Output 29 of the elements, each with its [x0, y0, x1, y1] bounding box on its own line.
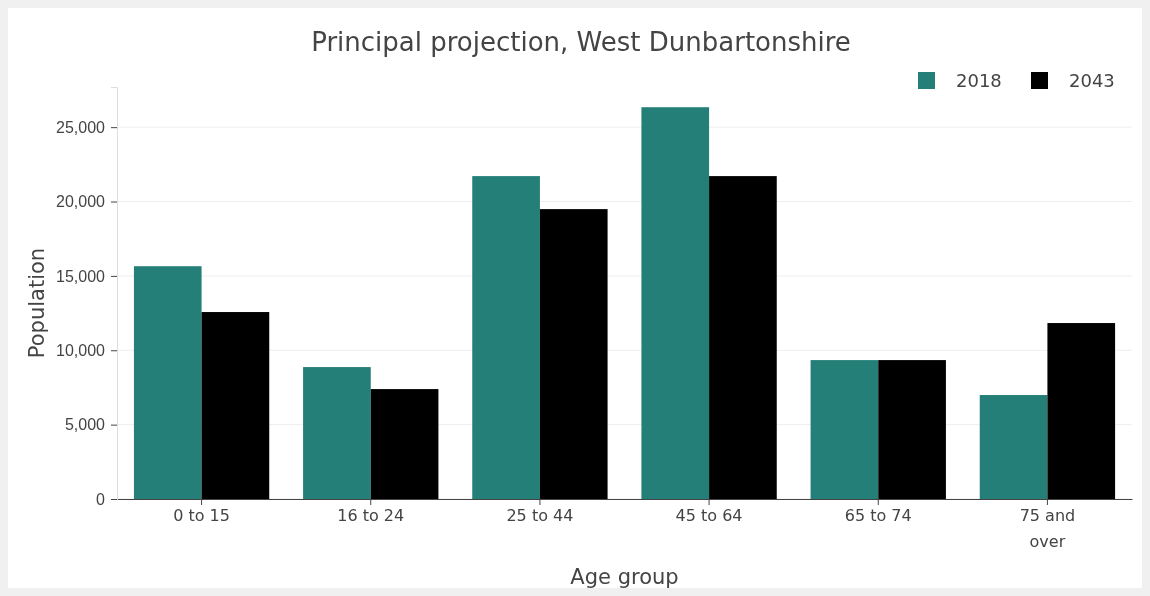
bar — [979, 395, 1048, 499]
bar — [133, 266, 202, 499]
x-tick-label: 0 to 15 — [173, 506, 230, 525]
legend-label: 2018 — [956, 70, 1002, 91]
bar — [878, 360, 946, 499]
bar — [641, 107, 710, 499]
x-axis-title: Age group — [570, 565, 679, 589]
bar — [201, 312, 270, 499]
x-tick-label: 75 and over — [1019, 506, 1076, 551]
y-tick-label: 0 — [96, 490, 106, 508]
x-tick-label: 16 to 24 — [337, 506, 405, 525]
bar — [1047, 323, 1116, 499]
x-tick-label: 45 to 64 — [675, 506, 743, 525]
y-tick-label: 25,000 — [56, 118, 106, 136]
legend-label: 2043 — [1069, 70, 1115, 91]
y-tick-label: 5,000 — [64, 416, 106, 434]
bar — [709, 176, 777, 499]
y-tick-label: 10,000 — [56, 341, 106, 359]
chart-title: Principal projection, West Dunbartonshire — [311, 27, 851, 57]
bar — [472, 176, 540, 499]
x-tick-label: 65 to 74 — [844, 506, 912, 525]
y-axis-title: Population — [25, 247, 49, 359]
x-tick-label: 25 to 44 — [506, 506, 574, 525]
bar — [303, 367, 371, 499]
bar — [370, 389, 439, 499]
bar — [539, 209, 608, 499]
y-tick-label: 20,000 — [56, 193, 106, 211]
bar — [810, 360, 879, 499]
y-tick-label: 15,000 — [56, 267, 106, 285]
